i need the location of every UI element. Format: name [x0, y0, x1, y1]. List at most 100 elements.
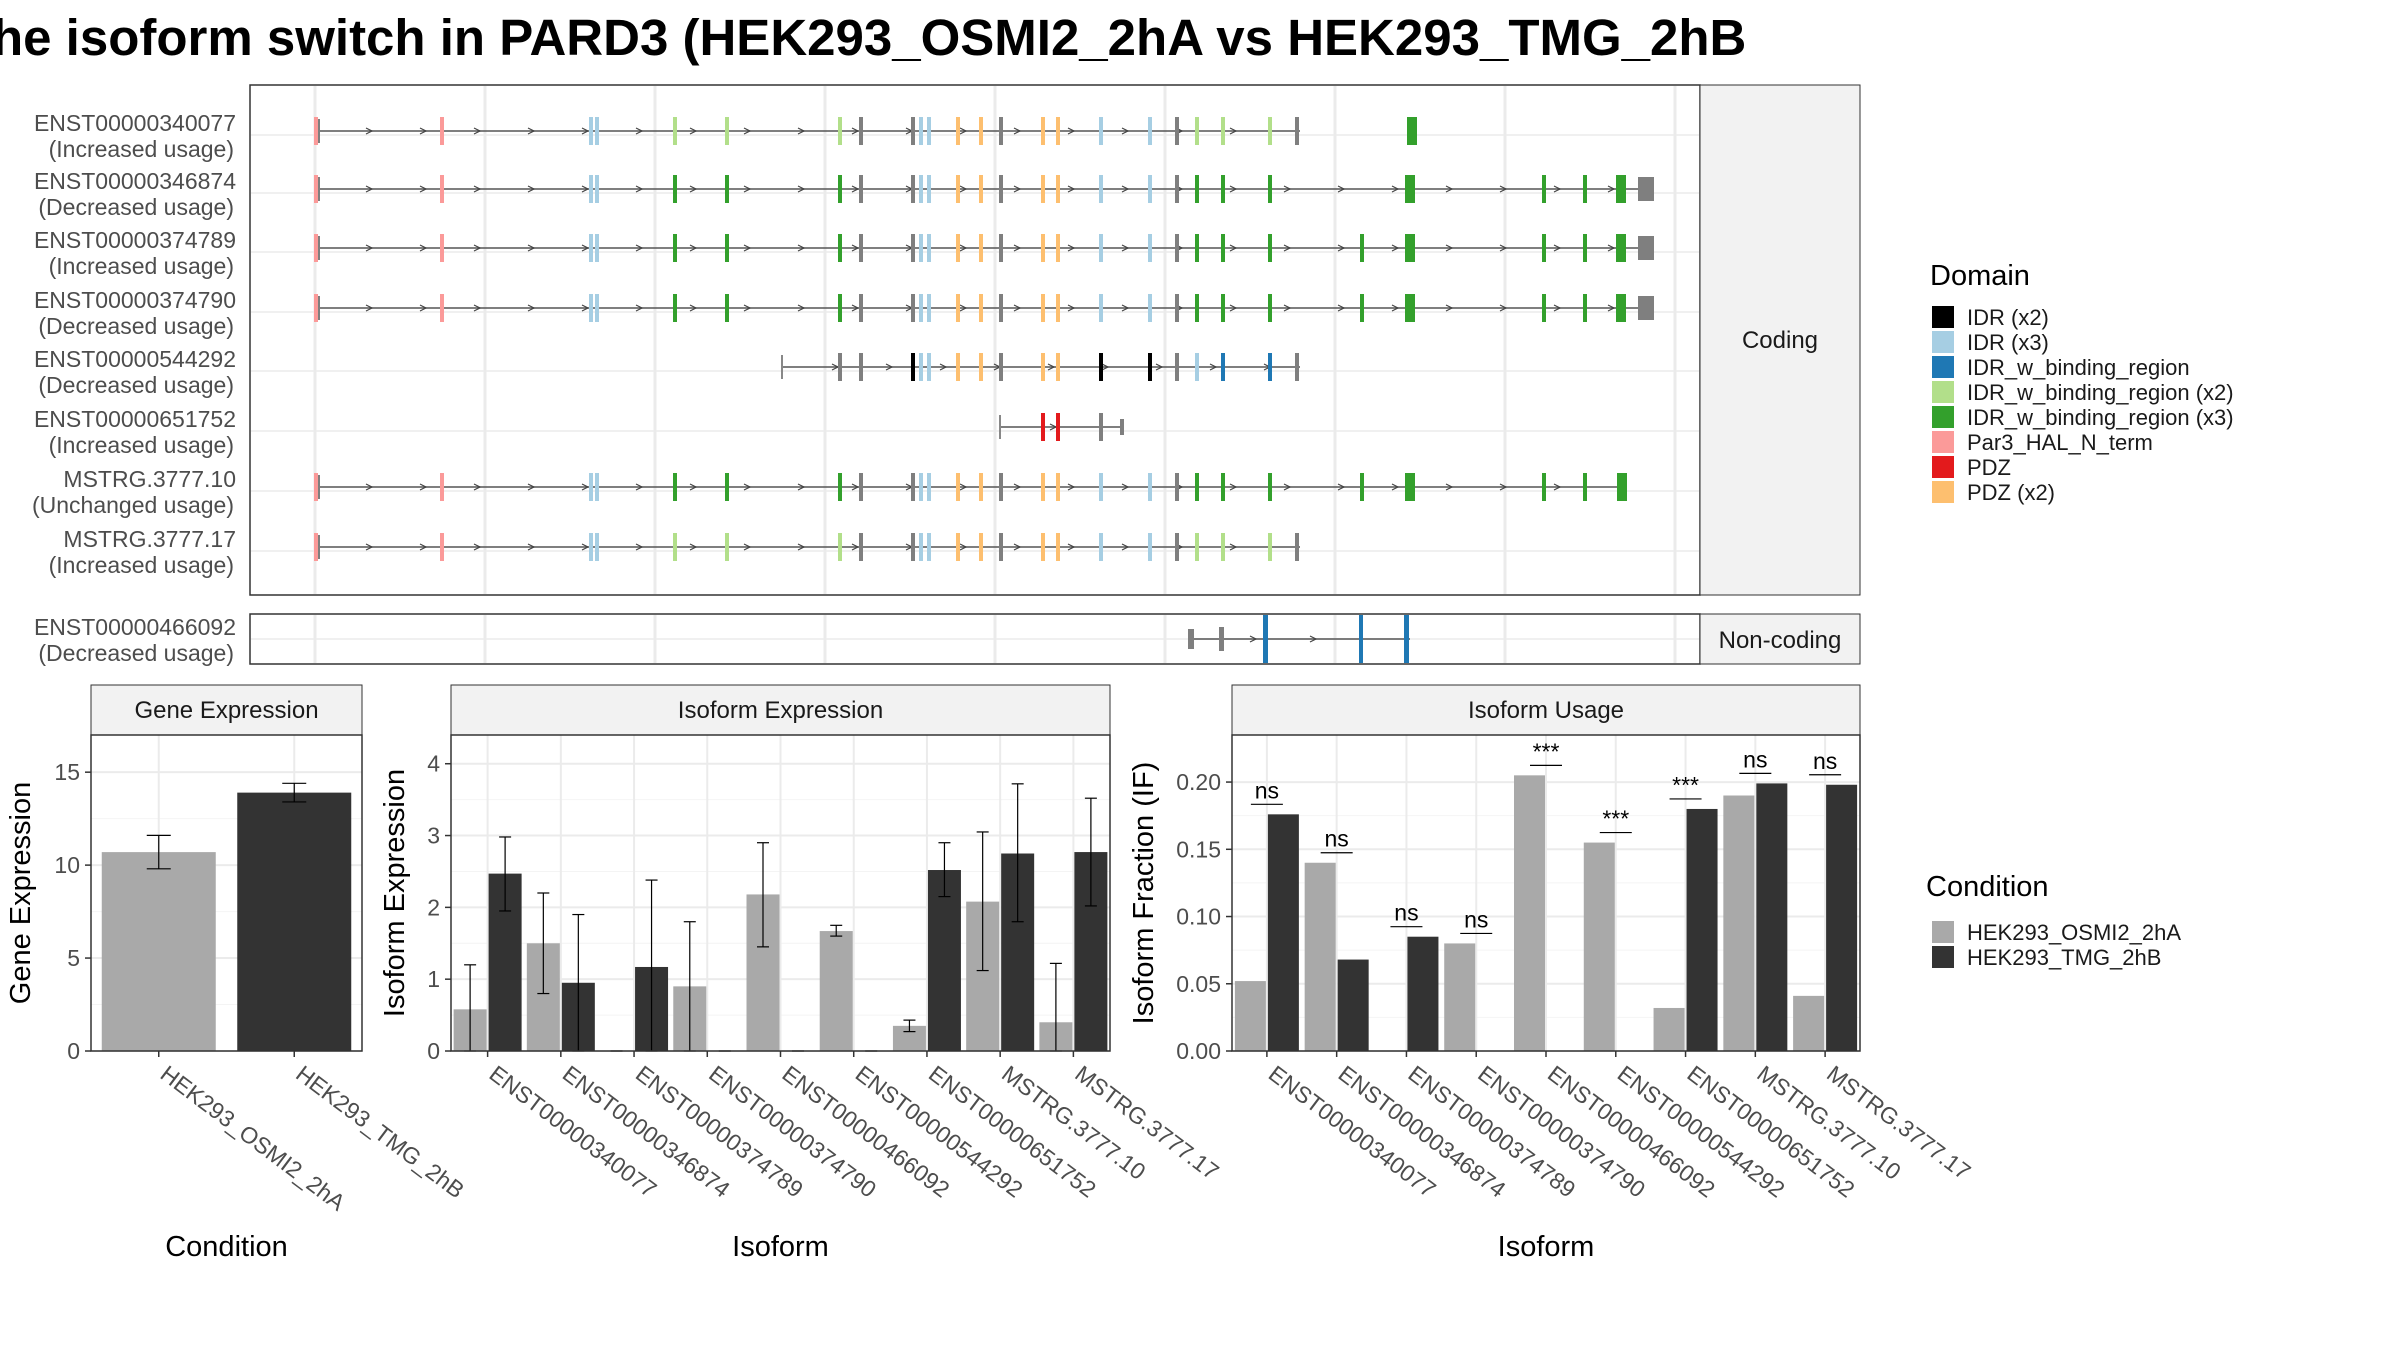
isoform-id-label: ENST00000340077: [34, 110, 236, 136]
strand-arrow: [1553, 483, 1562, 491]
strand-arrow: [1445, 304, 1454, 312]
strand-arrow: [581, 244, 590, 252]
exon-box: [1175, 533, 1179, 561]
exon-box: [314, 117, 318, 145]
strand-arrow: [419, 127, 428, 135]
isoform-id-label: ENST00000374790: [34, 287, 236, 313]
exon-box: [927, 473, 931, 501]
strand-arrow: [1067, 127, 1076, 135]
strand-arrow: [1229, 483, 1238, 491]
bar: [1826, 784, 1858, 1051]
exon-box: [1195, 175, 1199, 203]
significance-label: ns: [1743, 746, 1767, 772]
exon-box: [1056, 473, 1060, 501]
strand-arrow: [1101, 363, 1110, 371]
exon-box: [314, 234, 318, 262]
chart-title-strip: [450, 684, 1111, 736]
strand-arrow: [1013, 543, 1022, 551]
strand-arrow: [365, 304, 374, 312]
exon-box: [1263, 615, 1268, 663]
exon-box: [1221, 473, 1225, 501]
strand-arrow: [635, 127, 644, 135]
exon-box: [1404, 615, 1409, 663]
strand-arrow: [365, 483, 374, 491]
strand-arrow: [1229, 543, 1238, 551]
exon-box: [1148, 294, 1152, 322]
domain-legend-label: PDZ (x2): [1967, 480, 2055, 505]
exon-box: [1405, 234, 1415, 262]
condition-legend-label: HEK293_OSMI2_2hA: [1967, 920, 2181, 945]
significance-label: ns: [1255, 777, 1279, 803]
isoform-id-label: MSTRG.3777.10: [63, 466, 236, 492]
strand-arrow: [939, 363, 948, 371]
isoform-usage-label: (Decreased usage): [38, 313, 234, 339]
exon-box: [595, 175, 599, 203]
exon-box: [589, 533, 593, 561]
y-tick-label: 0.15: [1176, 836, 1221, 862]
exon-box: [1407, 117, 1417, 145]
strand-arrow: [527, 244, 536, 252]
strand-arrow: [1013, 185, 1022, 193]
exon-box: [1583, 234, 1587, 262]
utr-box: [1638, 296, 1654, 320]
strand-arrow: [1013, 127, 1022, 135]
x-axis-title: Isoform: [1498, 1231, 1595, 1263]
exon-box: [1268, 234, 1272, 262]
strand-arrow: [1121, 127, 1130, 135]
significance-label: ns: [1813, 748, 1837, 774]
strand-arrow: [689, 244, 698, 252]
exon-box: [838, 234, 842, 262]
strand-arrow: [365, 543, 374, 551]
y-tick-label: 2: [427, 894, 440, 920]
y-tick-label: 15: [54, 759, 80, 785]
strand-arrow: [1067, 185, 1076, 193]
strand-arrow: [1067, 304, 1076, 312]
exon-box: [999, 353, 1003, 381]
y-tick-label: 10: [54, 852, 80, 878]
strand-arrow: [1121, 543, 1130, 551]
strand-arrow: [1047, 363, 1056, 371]
exon-box: [911, 175, 915, 203]
strand-arrow: [1067, 483, 1076, 491]
exon-box: [1041, 473, 1045, 501]
exon-box: [838, 117, 842, 145]
strand-arrow: [743, 244, 752, 252]
strand-arrow: [635, 483, 644, 491]
exon-box: [589, 473, 593, 501]
exon-box: [1219, 627, 1224, 651]
exon-box: [1295, 353, 1299, 381]
strand-arrow: [1499, 483, 1508, 491]
isoform-id-label: ENST00000544292: [34, 346, 236, 372]
exon-box: [1268, 175, 1272, 203]
utr-box: [1638, 236, 1654, 260]
exon-box: [440, 234, 444, 262]
domain-legend-key: [1932, 456, 1954, 478]
exon-box: [1360, 473, 1364, 501]
strand-arrow: [1499, 244, 1508, 252]
exon-box: [979, 234, 983, 262]
exon-box: [314, 533, 318, 561]
isoform-id-label: MSTRG.3777.17: [63, 526, 236, 552]
strand-arrow: [959, 483, 968, 491]
strand-arrow: [1229, 127, 1238, 135]
bar: [1514, 775, 1545, 1051]
exon-box: [1099, 175, 1103, 203]
strand-arrow: [1607, 185, 1616, 193]
exon-box: [999, 294, 1003, 322]
plot-border: [1231, 734, 1861, 1052]
exon-box: [1268, 473, 1272, 501]
strand-arrow: [1499, 304, 1508, 312]
strand-arrow: [1229, 185, 1238, 193]
domain-legend-key: [1932, 381, 1954, 403]
exon-box: [1542, 294, 1546, 322]
bar: [1337, 959, 1369, 1051]
bar: [819, 931, 853, 1051]
exon-box: [1616, 175, 1626, 203]
exon-box: [595, 533, 599, 561]
exon-box: [1041, 353, 1045, 381]
strand-arrow: [689, 185, 698, 193]
strand-arrow: [1337, 185, 1346, 193]
exon-box: [314, 175, 318, 203]
exon-box: [1099, 234, 1103, 262]
exon-box: [595, 294, 599, 322]
